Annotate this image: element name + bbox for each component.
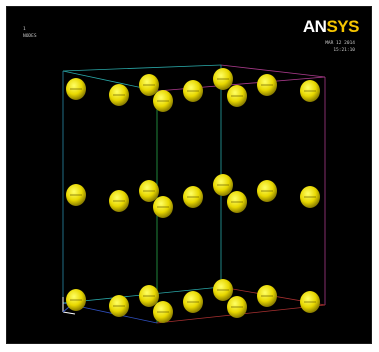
edge-top-back [62, 64, 222, 72]
info-window-number: 1 [23, 27, 26, 32]
display-info: 1 NODES [23, 26, 37, 40]
info-line: NODES [23, 34, 37, 39]
date-time-info: MAR 12 2014 15:21:10 [325, 40, 355, 54]
info-date: MAR 12 2014 [325, 41, 355, 46]
logo-an: AN [302, 17, 327, 36]
edge-top-right [220, 64, 326, 78]
axis-triad [62, 297, 76, 315]
info-time: 15:21:10 [333, 48, 355, 53]
logo-sys: SYS [326, 17, 359, 36]
lattice-scene [62, 64, 326, 324]
ansys-logo: ANSYS [302, 17, 360, 36]
graphics-window[interactable]: 1 NODES ANSYS MAR 12 2014 15:21:10 [6, 6, 372, 344]
atoms [66, 68, 320, 323]
